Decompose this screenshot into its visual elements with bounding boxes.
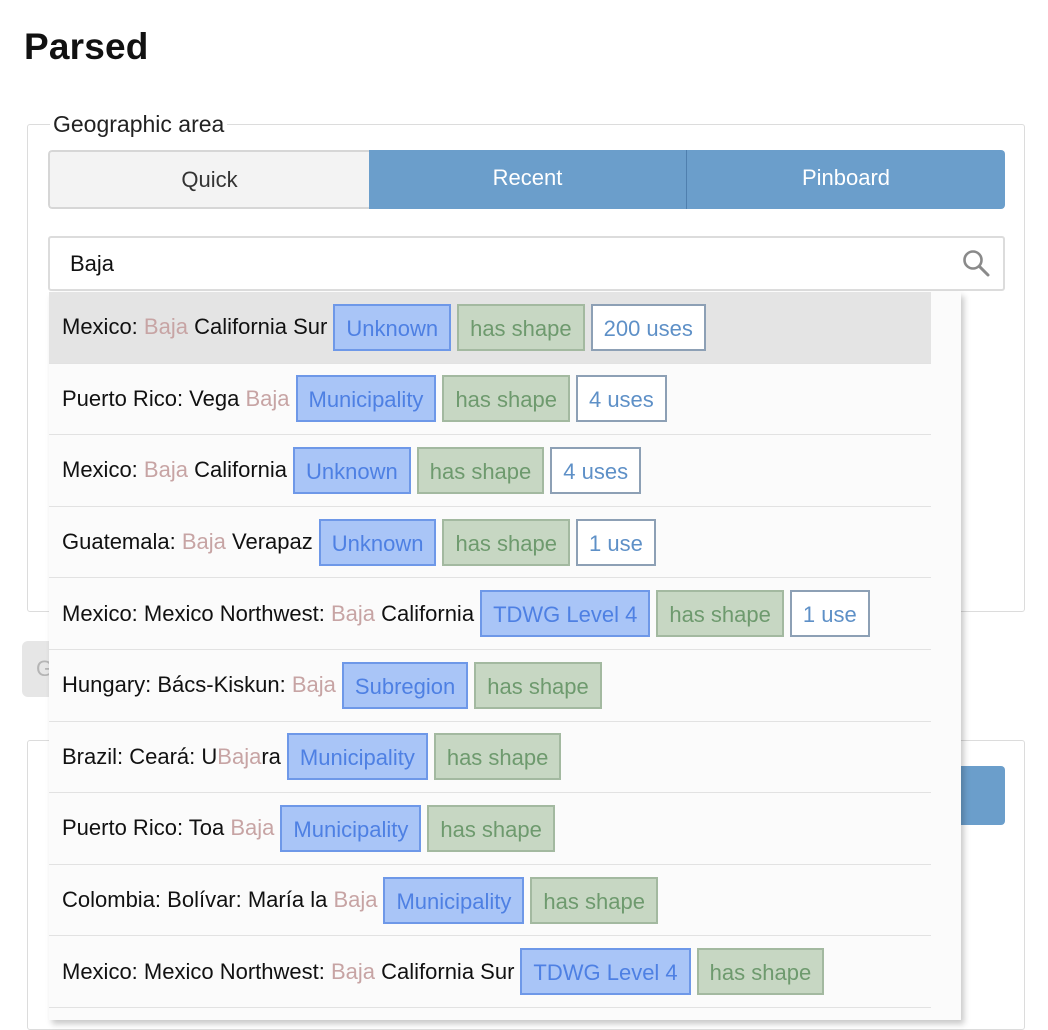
result-label-suffix: ra [261,743,281,769]
result-label-prefix: Mexico: Mexico Northwest: [62,600,331,626]
result-label-suffix: California Sur [187,314,328,340]
type-badge: Municipality [280,804,422,852]
result-row[interactable]: Puerto Rico: Toa Baja Municipality has sha… [49,793,931,865]
result-label-prefix: Mexico: [62,314,144,340]
result-label-prefix: Brazil: Ceará: U [62,743,218,769]
result-label: Mexico: Mexico Northwest: Baja Californi… [62,959,514,985]
result-row[interactable]: Mexico: Baja California Unknown has shape 4… [49,435,931,507]
shape-badge: has shape [427,804,555,852]
search-input[interactable] [70,238,930,289]
result-row[interactable]: Brazil: Ceará: UBajara Municipality has sh… [49,722,931,794]
shape-badge: has shape [442,375,570,423]
result-label-suffix: California [187,457,288,483]
shape-badge: has shape [696,948,825,996]
geographic-area-legend: Geographic area [50,111,228,138]
result-row[interactable]: Guatemala: Baja Verapaz Unknown has shape 1… [49,507,931,579]
result-label-prefix: Mexico: Mexico Northwest: [62,958,331,984]
search-box [48,236,1005,291]
type-badge: TDWG Level 4 [520,948,691,996]
type-badge: Municipality [295,375,437,423]
result-label-prefix: Puerto Rico: Vega [62,385,246,411]
type-badge: Subregion [341,661,469,709]
result-label: Brazil: Ceará: UBajara [62,744,281,770]
shape-badge: has shape [656,590,784,638]
result-label-suffix: Verapaz [225,529,313,555]
shape-badge: has shape [416,446,545,494]
result-label-prefix: Mexico: [62,457,144,483]
tab-quick[interactable]: Quick [48,150,369,209]
shape-badge: has shape [433,733,562,781]
result-label: Puerto Rico: Vega Baja [62,386,290,412]
shape-badge: has shape [474,661,602,709]
shape-badge: has shape [530,876,658,924]
result-row[interactable]: Mexico: Mexico Northwest: Baja Californi… [49,578,931,650]
result-label-match: Baja [143,314,188,340]
shape-badge: has shape [442,518,570,566]
result-label-match: Baja [330,600,376,626]
type-badge: TDWG Level 4 [480,590,651,638]
page-title: Parsed [24,26,149,67]
type-badge: Municipality [383,876,525,924]
uses-badge: 200 uses [590,303,706,351]
result-label-match: Baja [245,385,290,411]
result-label-prefix: Puerto Rico: Toa [62,815,231,841]
uses-badge: 1 use [789,590,870,638]
result-label-match: Baja [230,815,275,841]
tab-recent[interactable]: Recent [369,150,687,209]
uses-badge: 4 uses [550,446,642,494]
result-label-match: Baja [333,887,378,913]
result-label-prefix: Hungary: Bács-Kiskun: [62,672,292,698]
result-label: Mexico: Baja California [62,457,287,483]
result-label-match: Baja [181,529,226,555]
type-badge: Municipality [286,733,428,781]
result-label-match: Baja [330,958,376,984]
result-row[interactable]: Colombia: Bolívar: María la Baja Municipa… [49,865,931,937]
result-row[interactable]: Puerto Rico: Vega Baja Municipality has sh… [49,364,931,436]
result-label-match: Baja [143,457,188,483]
uses-badge: 4 uses [575,375,667,423]
result-label: Mexico: Mexico Northwest: Baja Californi… [62,601,474,627]
result-label-prefix: Guatemala: [62,529,182,555]
result-label-match: Baja [291,672,336,698]
result-row[interactable]: Hungary: Bács-Kiskun: Baja Subregion has s… [49,650,931,722]
result-label: Guatemala: Baja Verapaz [62,529,313,555]
result-label: Puerto Rico: Toa Baja [62,815,274,841]
search-icon[interactable] [961,248,991,278]
type-badge: Unknown [318,518,437,566]
result-label-suffix: California [375,600,475,626]
tab-pinboard[interactable]: Pinboard [687,150,1005,209]
shape-badge: has shape [457,303,585,351]
result-label-prefix: Colombia: Bolívar: María la [62,887,334,913]
result-row[interactable]: Mexico: Baja California Sur Unknown has sh… [49,292,931,364]
type-badge: Unknown [293,446,411,494]
result-label: Mexico: Baja California Sur [62,314,327,340]
result-label: Hungary: Bács-Kiskun: Baja [62,672,336,698]
type-badge: Unknown [333,303,452,351]
result-row[interactable]: Mexico: Mexico Northwest: Baja Californi… [49,936,931,1008]
result-label-match: Baja [217,743,262,769]
result-label-suffix: California Sur [375,958,515,984]
autocomplete-dropdown: Mexico: Baja California Sur Unknown has sh… [49,292,961,1020]
background-tab[interactable] [955,766,1005,825]
uses-badge: 1 use [575,518,656,566]
result-label: Colombia: Bolívar: María la Baja [62,887,377,913]
geographic-area-tabs: Quick Recent Pinboard [48,150,1005,209]
